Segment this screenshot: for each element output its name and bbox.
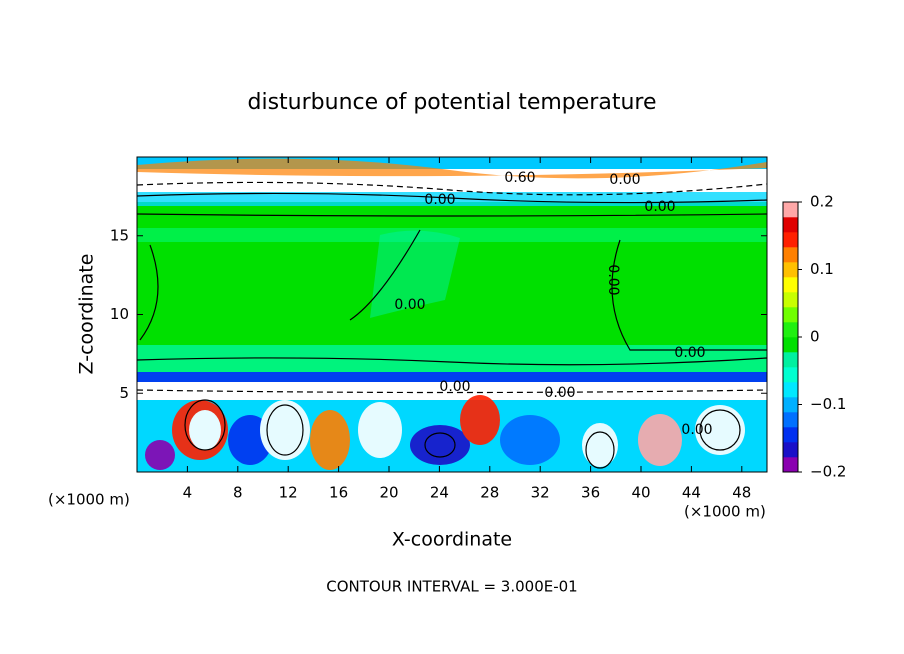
- colorbar-swatch: [783, 427, 798, 443]
- x-tick-label: 40: [631, 484, 650, 502]
- contour-label: 0.60: [504, 170, 535, 186]
- x-unit-label: (×1000 m): [48, 491, 130, 509]
- colorbar-swatch: [783, 442, 798, 458]
- x-tick-label: 48: [732, 484, 751, 502]
- y-tick-label: 15: [110, 226, 129, 244]
- x-tick-label: 4: [183, 484, 193, 502]
- contour-label: 0.00: [394, 297, 425, 313]
- contour-label: 0.00: [439, 379, 470, 395]
- x-tick-label: 28: [480, 484, 499, 502]
- colorbar-swatch: [783, 322, 798, 338]
- colorbar-tick-label: 0.2: [810, 193, 834, 211]
- colorbar-swatch: [783, 367, 798, 383]
- x-tick-label: 12: [279, 484, 298, 502]
- x-tick-label: 36: [581, 484, 600, 502]
- footnote: CONTOUR INTERVAL = 3.000E-01: [326, 578, 577, 596]
- x-unit-label-right: (×1000 m): [684, 503, 766, 521]
- colorbar-tick-label: 0: [810, 328, 820, 346]
- colorbar-swatch: [783, 457, 798, 473]
- y-tick-label: 10: [110, 305, 129, 323]
- colorbar-swatch: [783, 277, 798, 293]
- contour-label: 0.00: [644, 199, 675, 215]
- colorbar-swatch: [783, 262, 798, 278]
- colorbar-swatch: [783, 397, 798, 413]
- x-axis-label: X-coordinate: [392, 529, 512, 551]
- y-axis-label: Z-coordinate: [76, 254, 98, 375]
- x-tick-label: 32: [531, 484, 550, 502]
- colorbar-swatch: [783, 382, 798, 398]
- colorbar: 0.2 0.1 0 −0.1 −0.2: [782, 193, 846, 481]
- contour-label: 0.00: [605, 264, 621, 295]
- contour-label: 0.00: [424, 192, 455, 208]
- colorbar-tick-label: −0.1: [810, 395, 846, 413]
- colorbar-swatch: [783, 232, 798, 248]
- colorbar-swatch: [783, 292, 798, 308]
- contour-label: 0.00: [674, 345, 705, 361]
- contour-label: 0.00: [681, 422, 712, 438]
- colorbar-swatch: [783, 307, 798, 323]
- colorbar-swatch: [783, 247, 798, 263]
- colorbar-tick-label: −0.2: [810, 463, 846, 481]
- colorbar-swatch: [783, 352, 798, 368]
- x-tick-label: 44: [682, 484, 701, 502]
- colorbar-tick-label: 0.1: [810, 260, 834, 278]
- colorbar-swatch: [783, 217, 798, 233]
- chart-title: disturbunce of potential temperature: [248, 90, 657, 115]
- contour-label: 0.00: [544, 385, 575, 401]
- x-tick-label: 16: [329, 484, 348, 502]
- colorbar-swatch: [783, 202, 798, 218]
- x-tick-label: 20: [379, 484, 398, 502]
- x-tick-label: 8: [233, 484, 243, 502]
- x-tick-label: 24: [430, 484, 449, 502]
- contour-label: 0.00: [609, 172, 640, 188]
- colorbar-swatch: [783, 412, 798, 428]
- field: [136, 157, 768, 472]
- colorbar-swatch: [783, 337, 798, 353]
- y-tick-label: 5: [119, 384, 129, 402]
